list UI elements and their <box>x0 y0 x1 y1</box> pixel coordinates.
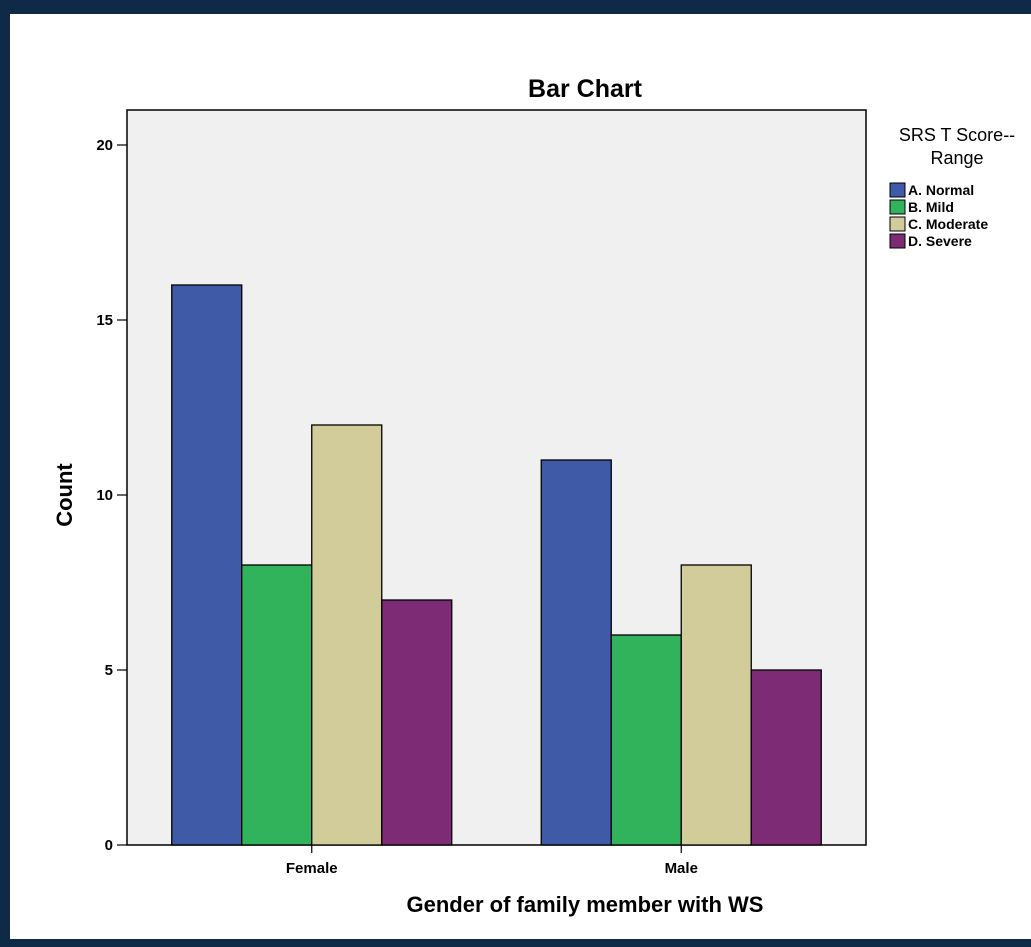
bar-male-3 <box>680 564 752 846</box>
y-tick-label: 20 <box>96 137 113 154</box>
bar-female-3 <box>311 424 383 846</box>
bar-male-1 <box>540 459 612 846</box>
legend-title-line-1: SRS T Score-- <box>899 125 1015 145</box>
y-axis-title: Count <box>52 463 77 527</box>
x-tick-label-female: Female <box>286 860 338 877</box>
legend-swatch <box>889 216 906 232</box>
y-tick-label: 0 <box>105 837 113 854</box>
chart-title: Bar Chart <box>528 75 643 103</box>
chart-canvas: Bar Chart 0 5 10 15 20 Female Male Gender of … <box>10 14 1031 939</box>
x-tick-label-male: Male <box>665 860 698 877</box>
bars-group <box>171 284 822 846</box>
x-axis: Female Male <box>286 845 698 877</box>
bar-female-4 <box>381 599 453 846</box>
y-tick-label: 10 <box>96 487 113 504</box>
bar-male-2 <box>610 634 682 846</box>
bar-female-2 <box>241 564 313 846</box>
y-tick-label: 5 <box>105 662 113 679</box>
bar-male-4 <box>750 669 822 846</box>
legend-label: D. Severe <box>908 233 972 249</box>
x-axis-title: Gender of family member with WS <box>407 892 764 917</box>
legend-swatch <box>889 182 906 198</box>
legend-swatch <box>889 199 906 215</box>
legend-label: C. Moderate <box>908 216 988 232</box>
legend-label: B. Mild <box>908 199 954 215</box>
legend-title-line-2: Range <box>930 148 983 168</box>
legend-label: A. Normal <box>908 182 974 198</box>
bar-chart: Bar Chart 0 5 10 15 20 Female Male Gender of … <box>52 75 1015 917</box>
y-axis: 0 5 10 15 20 <box>96 137 127 854</box>
legend-swatch <box>889 233 906 249</box>
y-tick-label: 15 <box>96 312 113 329</box>
bar-female-1 <box>171 284 243 846</box>
